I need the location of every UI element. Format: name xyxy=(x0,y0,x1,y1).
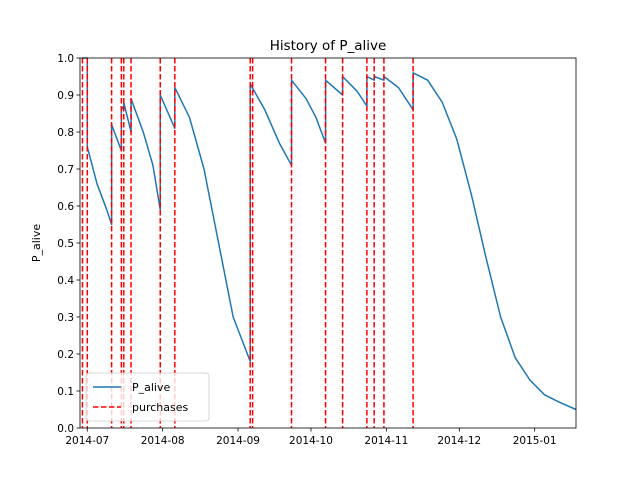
y-tick-label: 0.2 xyxy=(57,349,74,361)
y-tick-label: 0.4 xyxy=(57,275,74,287)
legend-box xyxy=(85,372,210,422)
legend: P_alive purchases xyxy=(85,372,210,422)
y-tick-label: 0.8 xyxy=(57,127,74,139)
y-tick-label: 0.3 xyxy=(57,312,74,324)
y-tick-label: 0.5 xyxy=(57,238,74,250)
legend-label-purchases: purchases xyxy=(132,401,188,414)
y-tick-label: 0.0 xyxy=(57,423,74,435)
x-tick-label: 2014-12 xyxy=(437,435,481,447)
y-axis-label: P_alive xyxy=(30,224,43,262)
plot-frame xyxy=(79,57,577,429)
x-tick-label: 2014-09 xyxy=(216,435,260,447)
chart-title: History of P_alive xyxy=(270,38,387,54)
y-tick-label: 0.9 xyxy=(57,90,74,102)
x-tick-label: 2014-07 xyxy=(65,435,109,447)
x-tick-label: 2014-10 xyxy=(289,435,333,447)
y-tick-label: 0.6 xyxy=(57,201,74,213)
legend-label-p-alive: P_alive xyxy=(132,381,170,394)
x-tick-label: 2015-01 xyxy=(513,435,557,447)
x-tick-label: 2014-08 xyxy=(141,435,185,447)
y-axis: 0.0 0.1 0.2 0.3 0.4 0.5 0.6 0.7 0.8 0.9 1.0 xyxy=(57,53,80,435)
y-tick-label: 0.7 xyxy=(57,164,74,176)
plot-area xyxy=(81,57,577,428)
y-tick-label: 1.0 xyxy=(57,53,74,65)
y-tick-label: 0.1 xyxy=(57,386,74,398)
x-tick-label: 2014-11 xyxy=(364,435,408,447)
x-axis: 2014-07 2014-08 2014-09 2014-10 2014-11 2014-… xyxy=(65,428,557,447)
